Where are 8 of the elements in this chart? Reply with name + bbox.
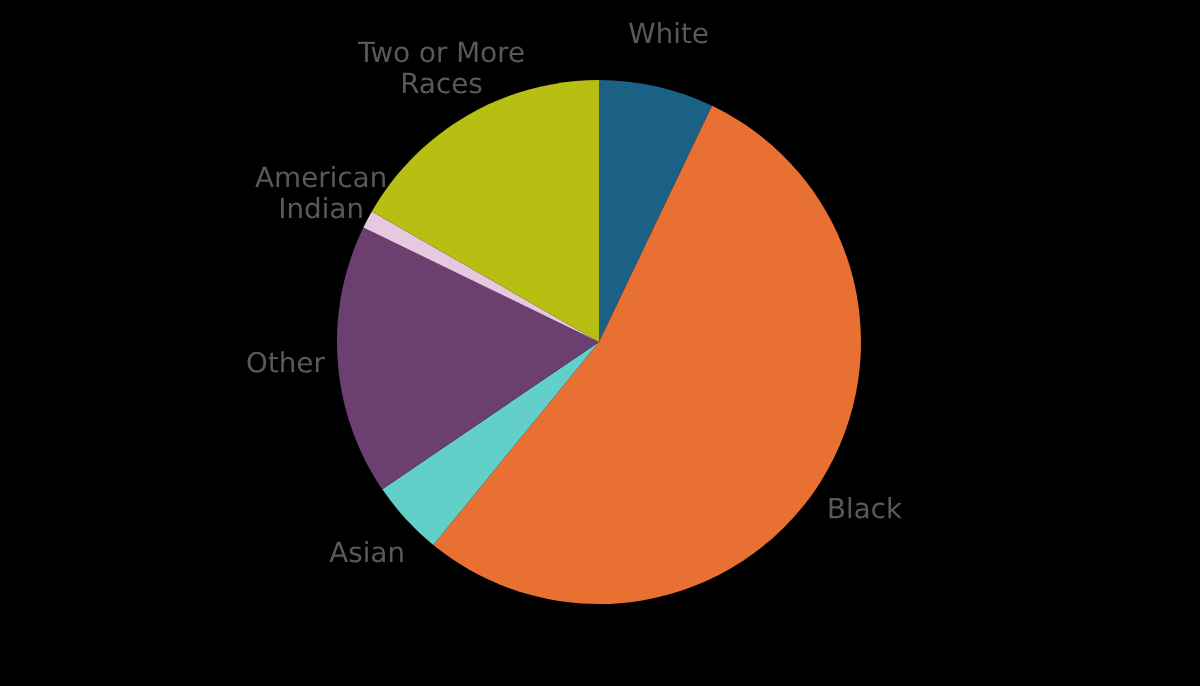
- slice-label: White: [629, 21, 708, 44]
- pie-slice: [337, 227, 599, 490]
- pie-slice: [599, 80, 713, 342]
- slice-label: Black: [829, 497, 902, 519]
- slice-label: Other: [247, 351, 325, 373]
- slice-label: American Indian: [255, 165, 385, 219]
- slice-label: Two or More Races: [357, 41, 524, 94]
- slice-label: Asian: [329, 540, 403, 563]
